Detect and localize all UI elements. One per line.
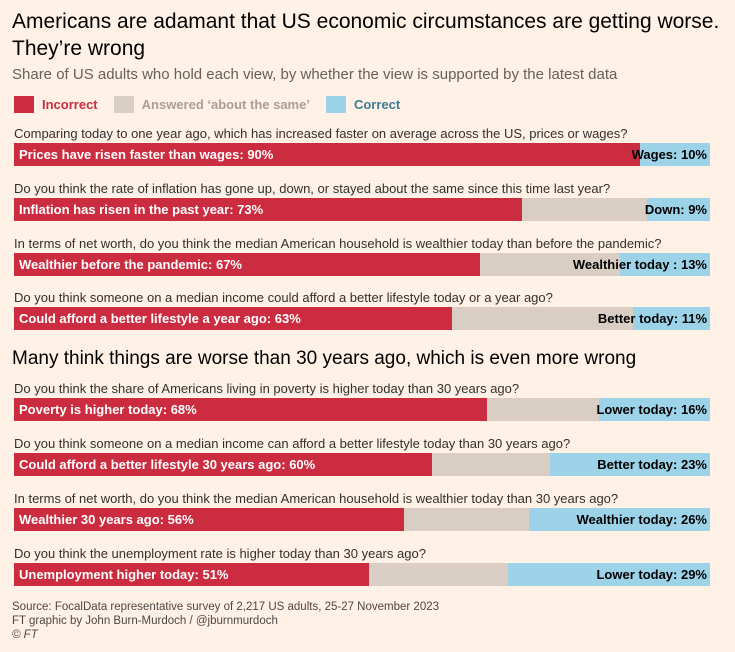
incorrect-label: Wealthier before the pandemic: 67% <box>19 257 242 272</box>
correct-label: Wealthier today : 13% <box>572 257 707 272</box>
bar-segment-incorrect <box>14 563 369 586</box>
incorrect-label: Poverty is higher today: 68% <box>19 402 197 417</box>
incorrect-label: Could afford a better lifestyle a year a… <box>19 311 301 326</box>
bar-segment-same <box>403 508 530 531</box>
question-label: Do you think the unemployment rate is hi… <box>14 546 426 561</box>
stacked-bar: Poverty is higher today: 68% Lower today:… <box>14 398 710 421</box>
correct-label: Wages: 10% <box>631 147 707 162</box>
question-label: In terms of net worth, do you think the … <box>14 236 662 251</box>
legend-item: Incorrect <box>14 96 98 113</box>
legend-label: Answered ‘about the same’ <box>141 97 310 112</box>
legend-swatch <box>14 96 34 113</box>
legend-label: Correct <box>353 97 401 112</box>
legend: Incorrect Answered ‘about the same’ Correc… <box>14 96 400 113</box>
incorrect-label: Unemployment higher today: 51% <box>19 567 229 582</box>
footer: Source: FocalData representative survey … <box>12 600 439 642</box>
bar-segment-same <box>487 398 599 421</box>
bar-segment-correct <box>647 198 710 221</box>
question-label: Do you think the share of Americans livi… <box>14 381 520 396</box>
correct-label: Lower today: 16% <box>596 402 707 417</box>
bar-segment-correct <box>640 143 710 166</box>
stacked-bar: Wealthier 30 years ago: 56% Wealthier tod… <box>14 508 710 531</box>
copyright-note: © FT <box>12 629 38 641</box>
bar-segment-correct <box>529 508 710 531</box>
legend-label: Incorrect <box>42 97 98 112</box>
question-label: Do you think someone on a median income … <box>14 290 553 305</box>
bar-segment-correct <box>598 398 710 421</box>
legend-swatch <box>325 96 346 113</box>
bar-segment-correct <box>619 253 710 276</box>
bar-segment-correct <box>508 563 710 586</box>
stacked-bar: Could afford a better lifestyle 30 years… <box>14 453 710 476</box>
chart-subtitle: Share of US adults who hold each view, b… <box>12 66 618 83</box>
bar-segment-incorrect <box>14 143 641 166</box>
correct-label: Better today: 11% <box>597 311 707 326</box>
question-label: Do you think the rate of inflation has g… <box>14 181 611 196</box>
incorrect-label: Inflation has risen in the past year: 73… <box>19 202 264 217</box>
stacked-bar: Inflation has risen in the past year: 73… <box>14 198 710 221</box>
question-label: Comparing today to one year ago, which h… <box>14 126 628 141</box>
legend-item: Correct <box>325 96 401 113</box>
correct-label: Lower today: 29% <box>596 567 707 582</box>
bar-segment-incorrect <box>14 253 481 276</box>
incorrect-label: Wealthier 30 years ago: 56% <box>19 512 194 527</box>
stacked-bar: Wealthier before the pandemic: 67% Wealth… <box>14 253 710 276</box>
question-label: In terms of net worth, do you think the … <box>14 491 619 506</box>
stacked-bar: Could afford a better lifestyle a year a… <box>14 307 710 330</box>
bar-segment-incorrect <box>14 398 488 421</box>
bar-segment-same <box>522 198 648 221</box>
correct-label: Wealthier today: 26% <box>576 512 707 527</box>
bar-segment-incorrect <box>14 307 453 330</box>
legend-swatch <box>113 96 134 113</box>
chart-title: Americans are adamant that US economic c… <box>12 10 720 60</box>
bar-segment-incorrect <box>14 453 432 476</box>
incorrect-label: Prices have risen faster than wages: 90% <box>19 147 274 162</box>
correct-label: Down: 9% <box>644 202 707 217</box>
bar-segment-incorrect <box>14 508 404 531</box>
bar-segment-same <box>480 253 620 276</box>
source-note: Source: FocalData representative survey … <box>12 601 440 613</box>
question-label: Do you think someone on a median income … <box>14 436 571 451</box>
stacked-bar: Prices have risen faster than wages: 90%… <box>14 143 710 166</box>
credit-note: FT graphic by John Burn-Murdoch / @jburn… <box>12 615 278 627</box>
bar-segment-same <box>431 453 550 476</box>
stacked-bar: Unemployment higher today: 51% Lower toda… <box>14 563 710 586</box>
incorrect-label: Could afford a better lifestyle 30 years… <box>19 457 316 472</box>
correct-label: Better today: 23% <box>597 457 707 472</box>
bar-segment-correct <box>549 453 710 476</box>
bar-segment-same <box>452 307 634 330</box>
bar-segment-correct <box>633 307 710 330</box>
bar-segment-incorrect <box>14 198 523 221</box>
legend-item: Answered ‘about the same’ <box>113 96 310 113</box>
section-heading: Many think things are worse than 30 year… <box>12 348 637 369</box>
bar-segment-same <box>368 563 509 586</box>
